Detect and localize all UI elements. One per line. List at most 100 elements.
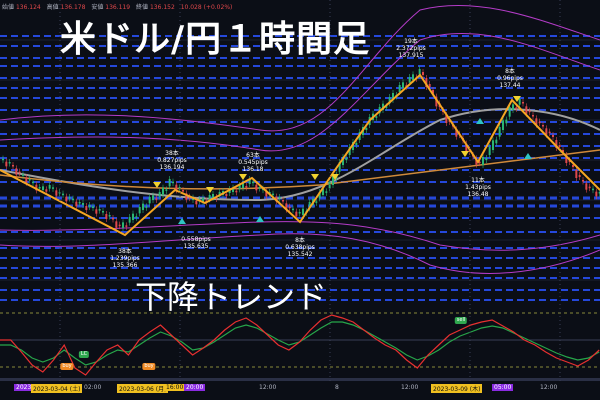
candlestick [475,158,478,165]
down-triangle-marker [331,174,339,180]
lc-signal-badge[interactable]: LC [78,351,90,358]
candlestick [225,194,228,196]
axis-tick: 2023 [14,384,34,391]
candlestick [585,183,588,190]
candlestick [212,194,214,198]
candlestick [322,188,324,195]
candlestick [282,200,284,202]
swing-price: 137.44 [499,82,521,89]
down-triangle-marker [153,182,161,188]
candlestick [522,102,524,104]
candlestick [375,116,378,118]
candlestick [482,157,484,165]
candlestick [165,189,168,191]
candlestick [18,171,21,174]
candlestick [2,158,4,161]
candlestick [515,107,518,109]
axis-tick: 2023-03-04 (土) [31,384,83,393]
swing-price: 135.635 [183,243,209,250]
open-value: 136.124 [15,4,41,11]
candlestick [285,203,288,210]
candlestick [8,162,11,164]
swing-label: 11本 1.43pips 136.48 [465,177,491,198]
candlestick [35,184,38,191]
candlestick [72,198,74,201]
candlestick [488,147,491,155]
candlestick [245,186,248,188]
candlestick [265,191,268,197]
candlestick [202,197,204,202]
candlestick [425,78,428,87]
swing-bars: 63本 [246,152,260,159]
axis-tick: 16:00 [164,384,186,391]
swing-label: 38本 0.827pips 136.194 [157,150,187,171]
candlestick [572,165,574,167]
candlestick [382,103,384,110]
time-axis: 2023 2023-03-04 (土) 02:00 2023-03-06 (月)… [0,381,600,400]
candlestick [355,143,358,145]
swing-price: 136.48 [467,191,489,198]
swing-price: 136.18 [242,166,264,173]
candlestick [512,104,514,110]
swing-label: 38本 1.239pips 135.366 [110,248,140,269]
candlestick [85,206,88,210]
swing-label: 0.558pips 135.635 [181,236,211,250]
sell-signal-badge[interactable]: sell [454,317,468,324]
candlestick [412,74,414,80]
candlestick [195,200,198,205]
change-value: 10.028 (+0.02%) [180,4,233,11]
candlestick [22,174,24,176]
candlestick [508,107,511,117]
open-label: 始値 [2,4,15,11]
candlestick [25,177,28,183]
down-triangle-marker [461,151,469,157]
up-triangle-marker [524,153,532,159]
candlestick [155,198,158,200]
down-triangle-marker [311,174,319,180]
candlestick [345,158,348,160]
candlestick [38,187,41,189]
pane-divider [0,378,600,381]
axis-tick: 8 [335,384,339,391]
swing-pips: 0.558pips [181,236,211,243]
candlestick [518,99,521,105]
zigzag-line [0,73,600,237]
candlestick [52,187,54,189]
candlestick [295,211,298,217]
candlestick [398,85,401,92]
swing-bars: 11本 [471,177,485,184]
trend-caption: 下降トレンド [135,278,328,316]
candlestick [55,190,58,196]
candlestick [32,181,34,184]
candlestick [545,128,548,135]
candlestick [65,196,68,202]
candlestick [115,221,118,228]
down-triangle-marker [206,187,214,193]
candlestick [445,115,448,123]
candlestick [148,197,151,204]
swing-bars: 19本 [404,38,418,45]
axis-tick: 12:00 [259,384,277,391]
candlestick [75,201,78,207]
candlestick [298,212,301,214]
candlestick [498,127,501,137]
candlestick [168,179,171,187]
candlestick [575,170,578,178]
buy-signal-badge[interactable]: buy [60,363,74,370]
buy-signal-badge[interactable]: buy [142,363,156,370]
candlestick [125,225,128,227]
envelope-band [0,233,600,274]
candlestick [45,189,48,192]
candlestick [48,185,51,189]
candlestick [592,188,594,191]
candlestick [428,84,431,87]
candlestick [118,224,121,227]
candlestick [552,135,554,137]
candlestick [138,207,141,214]
candlestick [258,187,261,189]
candlestick [535,118,538,125]
candlestick [332,175,334,185]
axis-tick: 12:00 [540,384,558,391]
